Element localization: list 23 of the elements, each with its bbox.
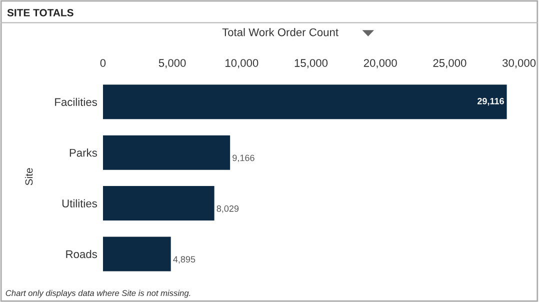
data-label: 29,116 — [478, 98, 504, 106]
bar — [102, 135, 230, 170]
x-tick-label: 0 — [100, 59, 106, 67]
x-tick-label: 30,000 — [502, 59, 536, 68]
text: Chart only displays data where Site is not missing. — [6, 290, 190, 298]
x-axis-title: Total Work Order Count — [222, 28, 338, 36]
x-tick-label: 5,000 — [158, 59, 186, 68]
x-tick-label: 15,000 — [294, 59, 328, 68]
y-tick-label: Roads — [66, 250, 97, 258]
data-label: 4,895 — [173, 256, 196, 264]
x-tick-label: 25,000 — [433, 59, 466, 68]
x-tick-label: 10,000 — [226, 59, 258, 68]
y-axis-title: Site — [25, 168, 33, 186]
bar — [102, 186, 214, 221]
bar — [102, 236, 171, 272]
bar — [102, 84, 507, 120]
chart-title: SITE TOTALS — [7, 9, 74, 16]
x-tick-label: 20,000 — [364, 59, 397, 68]
y-tick-label: Utilities — [62, 199, 97, 208]
data-label: 9,166 — [232, 154, 254, 162]
y-tick-label: Parks — [70, 148, 97, 157]
y-tick-label: Facilities — [55, 98, 97, 106]
data-label: 8,029 — [216, 205, 239, 213]
